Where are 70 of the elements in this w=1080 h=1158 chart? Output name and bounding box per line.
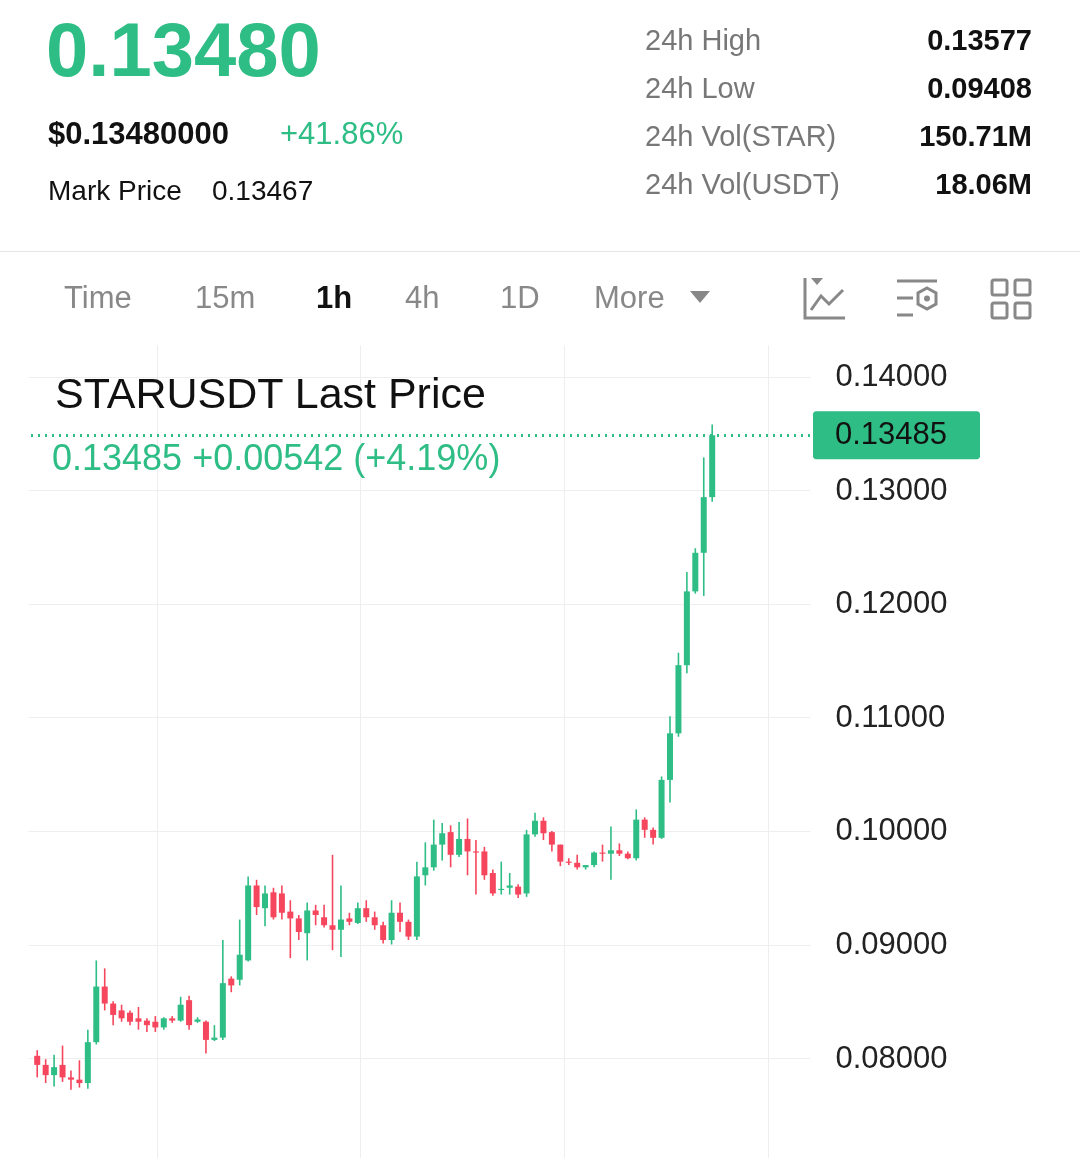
candlestick: [262, 884, 269, 928]
candlestick: [506, 872, 513, 896]
candlestick: [312, 903, 319, 927]
candlestick: [101, 967, 108, 1012]
candlestick: [464, 817, 471, 877]
text: More: [594, 280, 665, 316]
candlestick: [110, 1000, 117, 1026]
candlestick: [397, 901, 404, 933]
text: Mark Price: [48, 175, 182, 207]
text: 4h: [405, 280, 440, 316]
candlestick: [304, 901, 311, 962]
candlestick: [607, 825, 614, 881]
text: 0.13467: [212, 175, 314, 207]
text: 24h Vol(STAR): [645, 120, 837, 153]
candlestick: [405, 918, 412, 941]
candlestick: [278, 884, 285, 921]
candlestick: [439, 822, 446, 862]
candlestick: [489, 868, 496, 897]
text: Time: [64, 280, 132, 316]
text: +41.86%: [280, 116, 404, 152]
text: 0.13480: [46, 6, 321, 93]
candlestick: [447, 824, 454, 869]
candlestick: [456, 821, 463, 858]
text: 24h Low: [645, 72, 755, 105]
candlestick: [371, 910, 378, 931]
candlestick: [363, 899, 370, 923]
y-tick-label: 0.08000: [835, 1039, 948, 1075]
text: 0.13485 +0.00542 (+4.19%): [52, 437, 501, 478]
text: 18.06M: [935, 168, 1032, 201]
candlestick: [430, 818, 437, 872]
candlestick: [472, 839, 479, 896]
text: 0.09408: [927, 72, 1032, 105]
candlestick: [59, 1044, 66, 1083]
candlestick: [422, 841, 429, 887]
candlestick: [329, 854, 336, 952]
text: 1h: [316, 280, 353, 316]
candlestick: [532, 812, 539, 838]
ref-line-label: 0.13485: [835, 416, 948, 452]
candlestick: [337, 884, 344, 958]
candlestick: [177, 995, 184, 1023]
candlestick: [641, 816, 648, 839]
candlestick: [321, 903, 328, 929]
candlestick: [202, 1019, 209, 1055]
candlestick: [135, 1006, 142, 1031]
y-tick-label: 0.11000: [835, 698, 946, 734]
candlestick: [42, 1058, 49, 1084]
candlestick: [540, 816, 547, 841]
text: 150.71M: [919, 120, 1032, 153]
text: 15m: [195, 280, 256, 316]
text: STARUSDT Last Price: [55, 369, 486, 417]
y-tick-label: 0.13000: [835, 471, 948, 507]
text: 24h Vol(USDT): [645, 168, 841, 201]
candlestick: [67, 1069, 74, 1091]
candlestick: [354, 901, 361, 925]
candlestick: [295, 914, 302, 941]
y-tick-label: 0.12000: [835, 585, 948, 621]
candlestick: [380, 921, 387, 945]
text: 24h High: [645, 24, 762, 57]
candlestick: [51, 1053, 58, 1088]
text: $0.13480000: [48, 116, 230, 152]
text: 0.13577: [927, 24, 1032, 57]
candlestick: [548, 830, 555, 853]
candlestick: [253, 879, 260, 916]
candlestick: [34, 1049, 41, 1079]
text: 1D: [500, 280, 540, 316]
y-tick-label: 0.14000: [835, 358, 948, 394]
y-tick-label: 0.09000: [835, 926, 948, 962]
y-tick-label: 0.10000: [835, 812, 948, 848]
candlestick: [481, 846, 488, 881]
candlestick: [76, 1059, 83, 1089]
